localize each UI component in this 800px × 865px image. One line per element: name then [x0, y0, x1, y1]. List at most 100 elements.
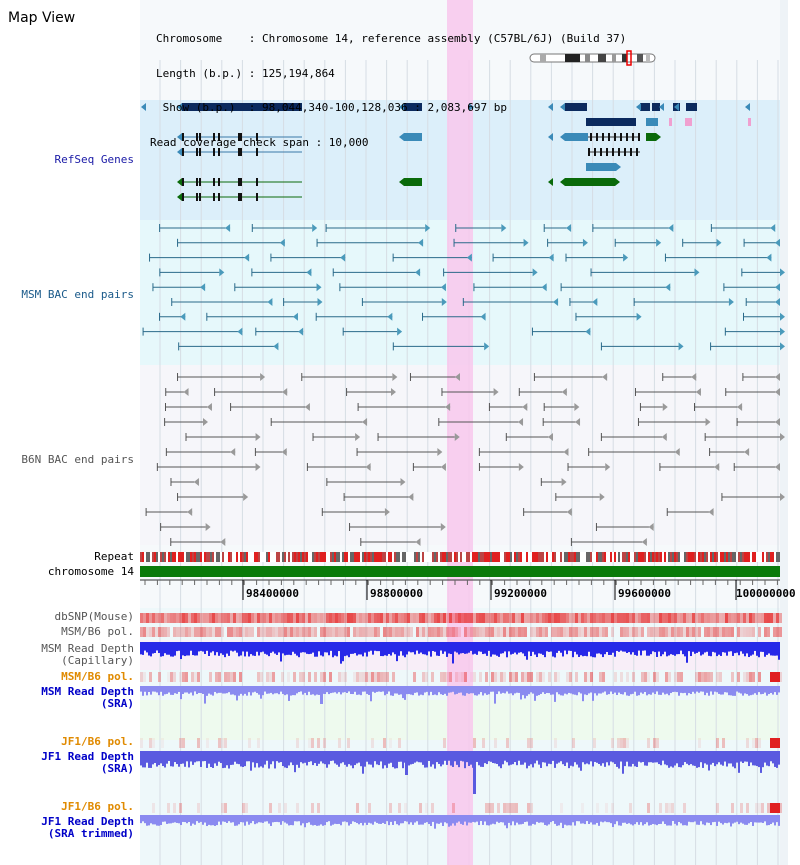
- strand-arrow: [440, 523, 446, 531]
- heat-cell: [206, 613, 209, 623]
- depth-bar: [682, 686, 684, 694]
- depth-bar: [754, 642, 756, 651]
- depth-bar: [536, 642, 538, 658]
- repeat-feature: [188, 552, 190, 562]
- depth-bar: [344, 686, 346, 693]
- depth-bar: [514, 815, 516, 826]
- label-repeat[interactable]: Repeat: [94, 550, 134, 563]
- heat-cell: [266, 627, 269, 637]
- heat-cell: [140, 672, 143, 682]
- repeat-feature: [748, 552, 750, 562]
- heat-cell: [500, 613, 503, 623]
- label-msm-b6-pol-1[interactable]: MSM/B6 pol.: [61, 625, 134, 638]
- depth-bar: [298, 751, 300, 768]
- depth-bar: [732, 751, 734, 767]
- heat-cell: [650, 627, 653, 637]
- label-chromosome[interactable]: chromosome 14: [47, 565, 134, 578]
- label-refseq-genes[interactable]: RefSeq Genes: [54, 153, 134, 166]
- repeat-feature: [760, 552, 762, 562]
- depth-bar: [678, 815, 680, 823]
- label-msm-bac[interactable]: MSM BAC end pairs: [21, 288, 134, 301]
- depth-bar: [148, 642, 150, 656]
- depth-bar: [492, 642, 494, 655]
- depth-bar: [646, 642, 648, 656]
- strand-arrow: [561, 388, 567, 396]
- repeat-feature: [376, 552, 378, 562]
- depth-bar: [332, 642, 334, 658]
- depth-bar: [570, 751, 572, 766]
- depth-bar: [526, 686, 528, 696]
- depth-bar: [250, 815, 252, 824]
- heat-cell: [335, 613, 338, 623]
- axis-tick-label: 99600000: [618, 587, 671, 600]
- repeat-feature: [210, 552, 212, 562]
- heat-cell: [275, 627, 278, 637]
- depth-bar: [510, 751, 512, 765]
- depth-bar: [684, 751, 686, 763]
- depth-bar: [160, 815, 162, 826]
- depth-bar: [476, 751, 478, 762]
- depth-bar: [442, 751, 444, 765]
- repeat-feature: [440, 552, 442, 562]
- heat-cell: [311, 803, 314, 813]
- strand-arrow: [243, 493, 249, 501]
- repeat-feature: [548, 552, 550, 562]
- exon: [238, 193, 240, 201]
- depth-bar: [720, 686, 722, 695]
- depth-bar: [516, 815, 518, 823]
- repeat-feature: [662, 552, 664, 562]
- depth-bar: [292, 642, 294, 652]
- depth-bar: [566, 686, 568, 695]
- strand-arrow: [522, 403, 528, 411]
- depth-bar: [540, 751, 542, 768]
- depth-bar: [500, 751, 502, 769]
- gene-model: [182, 103, 302, 111]
- heat-cell: [227, 627, 230, 637]
- label-jf1-depth-trimmed[interactable]: JF1 Read Depth: [41, 815, 134, 828]
- depth-bar: [700, 686, 702, 692]
- depth-bar: [142, 642, 144, 655]
- heat-cell: [521, 613, 524, 623]
- depth-bar: [300, 642, 302, 653]
- depth-bar: [758, 751, 760, 768]
- heat-cell: [170, 672, 173, 682]
- exon: [618, 148, 620, 156]
- label-jf1-b6-pol-2[interactable]: JF1/B6 pol.: [61, 800, 134, 813]
- label-msm-depth-sra[interactable]: MSM Read Depth: [41, 685, 134, 698]
- depth-bar: [522, 815, 524, 824]
- depth-bar: [766, 642, 768, 655]
- heat-cell: [647, 613, 650, 623]
- strand-arrow: [237, 327, 243, 336]
- heat-cell: [443, 672, 446, 682]
- info-chromosome: Chromosome : Chromosome 14, reference as…: [156, 32, 627, 45]
- heat-cell: [719, 613, 722, 623]
- depth-bar: [504, 815, 506, 826]
- label-msm-depth-capillary[interactable]: MSM Read Depth: [41, 642, 134, 655]
- depth-bar: [482, 815, 484, 825]
- heat-cell: [209, 613, 212, 623]
- heat-cell: [446, 613, 449, 623]
- depth-bar: [578, 686, 580, 693]
- depth-bar: [280, 815, 282, 825]
- depth-bar: [430, 815, 432, 826]
- depth-bar: [184, 815, 186, 823]
- depth-bar: [478, 751, 480, 766]
- exon: [256, 148, 258, 156]
- depth-bar: [258, 686, 260, 695]
- depth-bar: [690, 642, 692, 657]
- depth-bar: [238, 642, 240, 657]
- label-b6n-bac[interactable]: B6N BAC end pairs: [21, 453, 134, 466]
- heat-cell: [173, 613, 176, 623]
- depth-bar: [318, 815, 320, 826]
- heat-cell: [578, 613, 581, 623]
- repeat-feature: [272, 552, 274, 562]
- depth-bar: [772, 686, 774, 695]
- strand-arrow: [674, 448, 680, 456]
- label-jf1-b6-pol-1[interactable]: JF1/B6 pol.: [61, 735, 134, 748]
- label-msm-b6-pol-2[interactable]: MSM/B6 pol.: [61, 670, 134, 683]
- label-jf1-depth-sra[interactable]: JF1 Read Depth: [41, 750, 134, 763]
- depth-bar: [628, 642, 630, 653]
- label-dbsnp[interactable]: dbSNP(Mouse): [54, 610, 134, 623]
- depth-bar: [254, 751, 256, 768]
